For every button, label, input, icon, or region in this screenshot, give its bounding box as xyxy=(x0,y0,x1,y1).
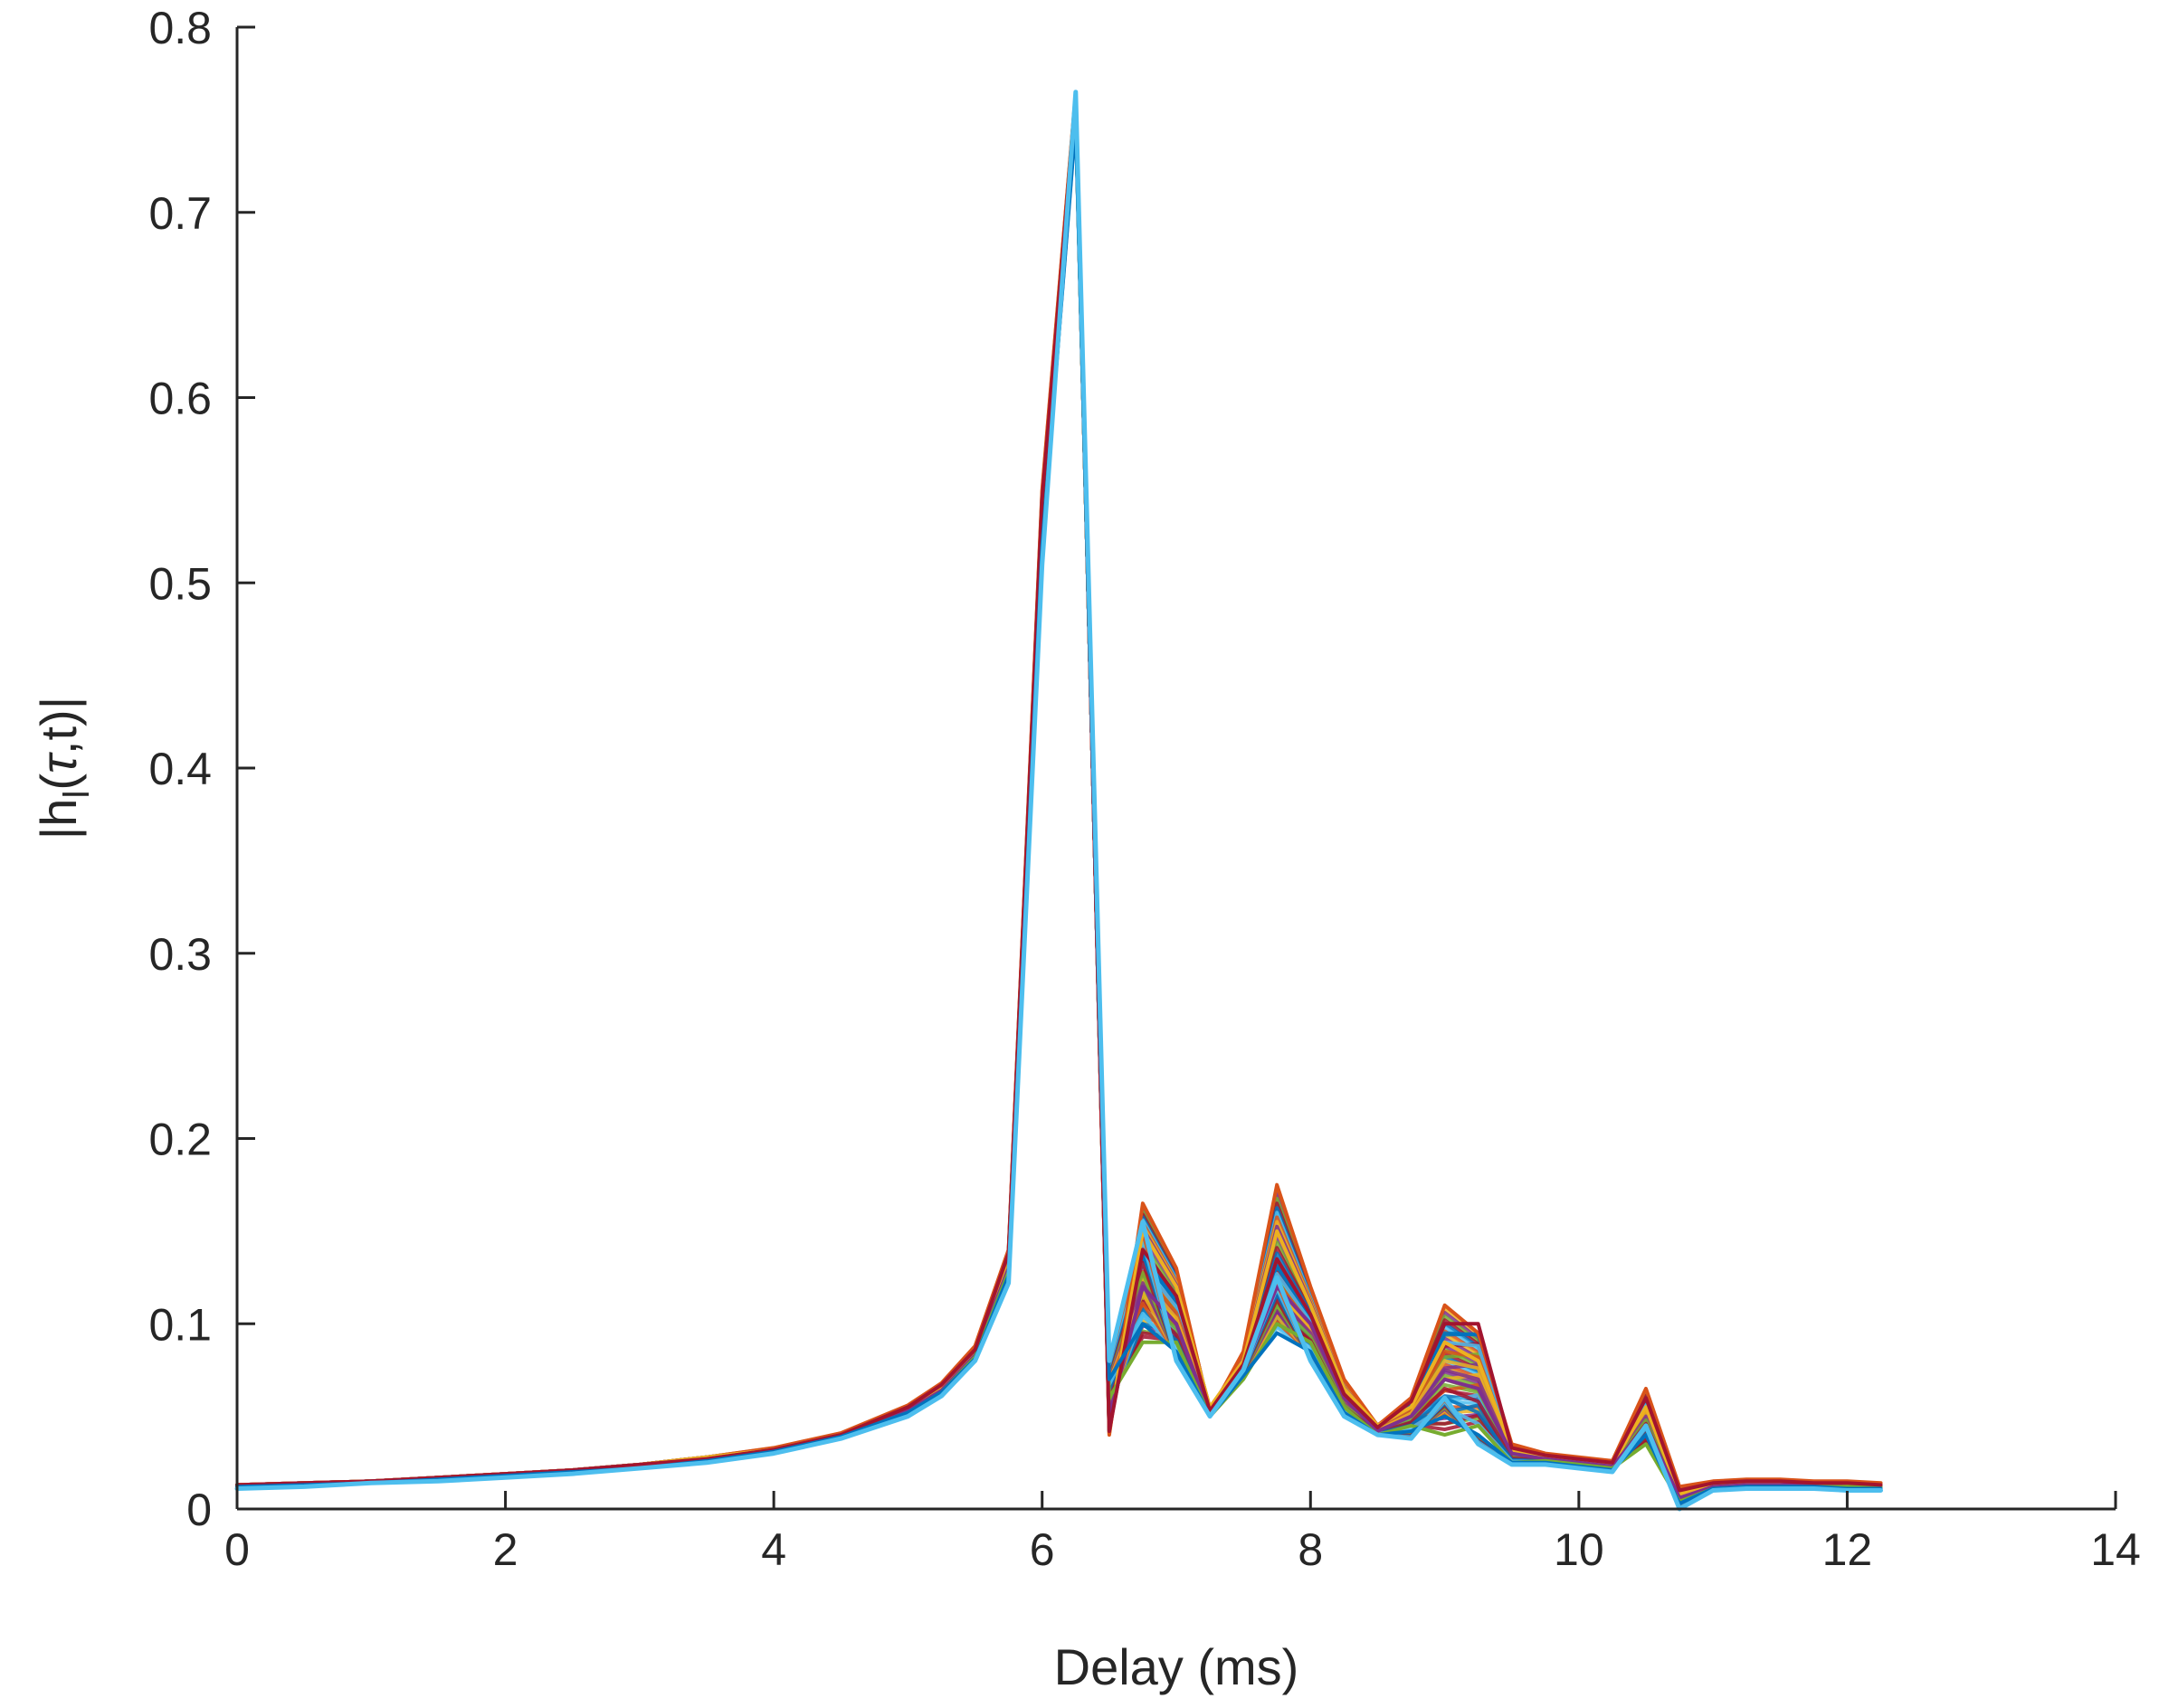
x-tick-label: 0 xyxy=(224,1524,250,1575)
y-axis-label: |hl(τ,t)| xyxy=(30,697,97,840)
x-tick-label: 10 xyxy=(1554,1524,1604,1575)
x-tick-label: 6 xyxy=(1030,1524,1055,1575)
y-tick-label: 0.1 xyxy=(148,1299,212,1350)
y-axis-label-tau: τ xyxy=(30,752,87,773)
series-line-7 xyxy=(234,90,1883,1512)
y-axis-label-open: |h xyxy=(30,799,87,840)
y-ticks: 0 0.1 0.2 0.3 0.4 0.5 0.6 0.7 0.8 xyxy=(148,3,255,1535)
y-tick-label: 0.8 xyxy=(148,3,212,53)
y-tick-label: 0.3 xyxy=(148,929,212,980)
series-line-5 xyxy=(235,95,1883,1493)
x-ticks: 0 2 4 6 8 10 12 14 xyxy=(224,1491,2141,1575)
y-tick-label: 0.4 xyxy=(148,744,212,794)
x-tick-label: 8 xyxy=(1298,1524,1323,1575)
x-axis-label: Delay (ms) xyxy=(1054,1638,1299,1695)
x-tick-label: 14 xyxy=(2090,1524,2141,1575)
y-axis-label-subscript: l xyxy=(57,791,97,799)
y-axis-label-close: ,t)| xyxy=(30,697,87,754)
x-tick-label: 12 xyxy=(1822,1524,1873,1575)
series-layer xyxy=(234,90,1883,1512)
x-tick-label: 4 xyxy=(761,1524,786,1575)
y-axis-label-mid: ( xyxy=(30,773,87,791)
y-tick-label: 0.5 xyxy=(148,558,212,609)
x-tick-label: 2 xyxy=(493,1524,518,1575)
y-tick-label: 0.6 xyxy=(148,374,212,424)
y-tick-label: 0 xyxy=(186,1485,212,1535)
y-tick-label: 0.7 xyxy=(148,188,212,239)
y-tick-label: 0.2 xyxy=(148,1115,212,1165)
